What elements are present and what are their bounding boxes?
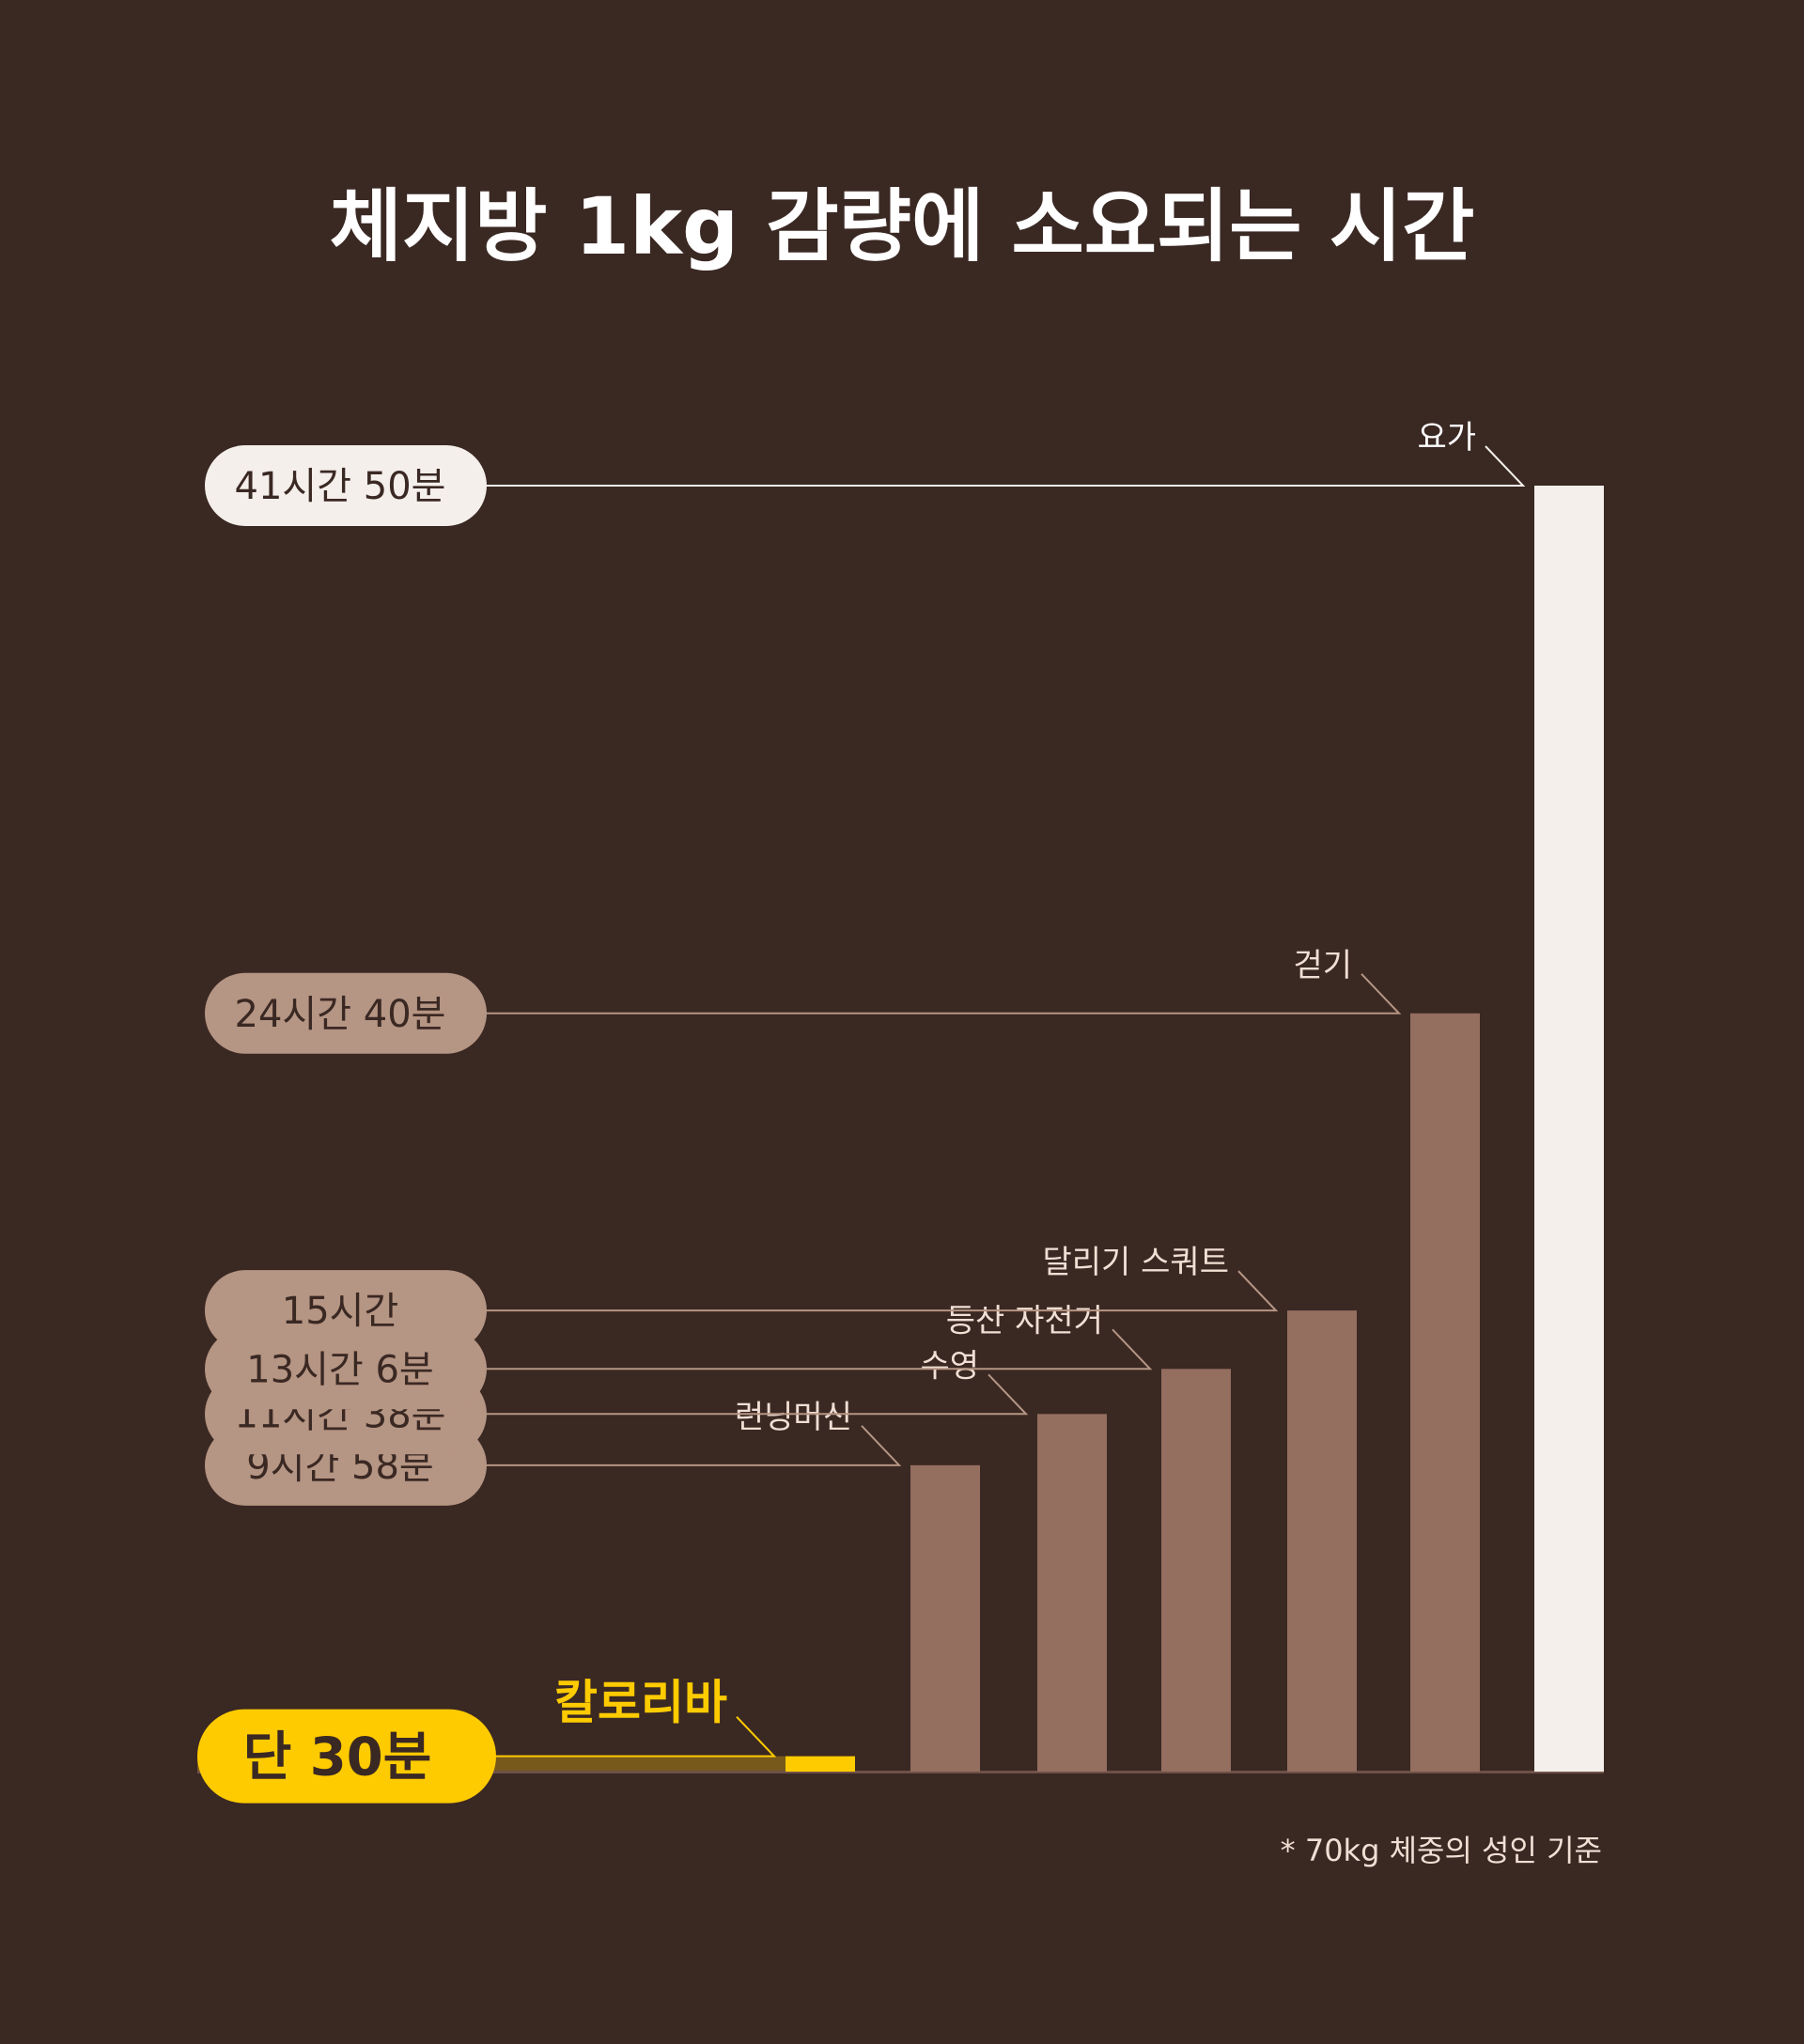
value-label: 13시간 6분: [246, 1348, 433, 1391]
leader-line: [481, 1425, 902, 1466]
value-label: 24시간 40분: [235, 993, 446, 1036]
value-pill: [205, 445, 487, 526]
value-label: 단 30분: [243, 1727, 431, 1788]
bar: [1534, 486, 1604, 1772]
category-label: 런닝머신: [735, 1399, 852, 1436]
leader-line: [481, 1715, 777, 1758]
bar: [1287, 1310, 1357, 1772]
category-label: 등산 자전거: [946, 1302, 1103, 1339]
leader-line: [481, 445, 1526, 487]
leader-line: [481, 1373, 1029, 1416]
bar: [1161, 1369, 1231, 1772]
value-label: 41시간 50분: [235, 465, 446, 508]
bar: [1037, 1414, 1107, 1772]
value-pill: [205, 972, 487, 1054]
category-label: 걷기: [1293, 947, 1352, 984]
leader-line: [481, 973, 1402, 1014]
chart-title: 체지방 1kg 감량에 소요되는 시간: [330, 180, 1475, 272]
leader-line: [481, 1328, 1153, 1370]
footnote: * 70kg 체중의 성인 기준: [1281, 1833, 1602, 1868]
value-label: 15시간: [282, 1290, 399, 1333]
category-label: 달리기 스쿼트: [1043, 1244, 1230, 1281]
bar: [910, 1464, 980, 1772]
value-pill: [197, 1709, 496, 1804]
category-label: 칼로리바: [554, 1676, 727, 1730]
value-pill: [205, 1270, 487, 1352]
leader-line: [481, 1270, 1279, 1312]
category-label: 수영: [920, 1347, 979, 1385]
category-label: 요가: [1417, 419, 1476, 457]
bar: [785, 1756, 855, 1772]
bar: [1410, 1013, 1480, 1772]
